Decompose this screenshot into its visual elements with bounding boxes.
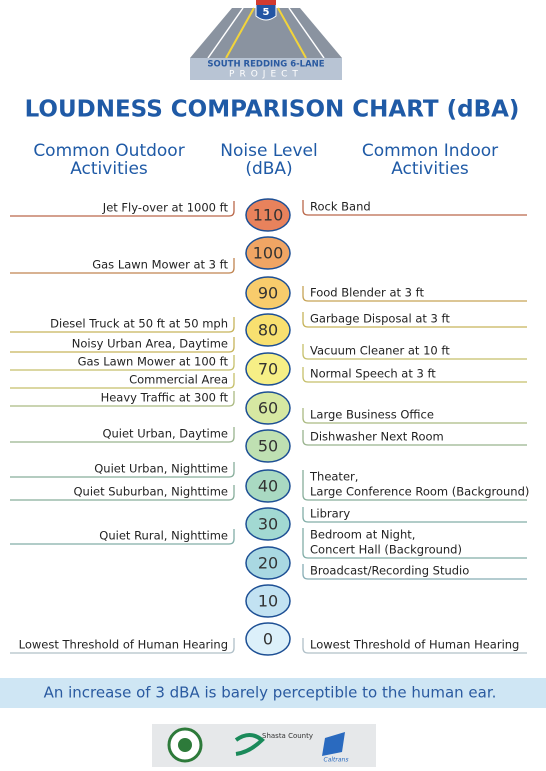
outdoor-activity: Commercial Area	[129, 373, 228, 387]
outdoor-underline	[10, 258, 235, 274]
outdoor-activity: Gas Lawn Mower at 100 ft	[78, 355, 229, 369]
level-value: 20	[258, 554, 278, 573]
indoor-underline	[302, 312, 527, 328]
outdoor-activity: Quiet Urban, Daytime	[102, 427, 228, 441]
shield-number: 5	[263, 7, 270, 18]
title: LOUDNESS COMPARISON CHART (dBA)	[25, 97, 520, 123]
outdoor-underline	[10, 317, 235, 333]
outdoor-underline	[10, 355, 235, 371]
level-circle	[245, 584, 291, 618]
level-circle	[245, 469, 291, 503]
outdoor-activity: Quiet Suburban, Nighttime	[73, 485, 228, 499]
indoor-underline	[302, 528, 527, 559]
level-circle	[245, 507, 291, 541]
outdoor-activity: Jet Fly-over at 1000 ft	[102, 201, 229, 215]
indoor-activity: Lowest Threshold of Human Hearing	[310, 638, 519, 652]
level-circle	[245, 236, 291, 270]
level-value: 30	[258, 515, 278, 534]
level-value: 0	[263, 630, 273, 649]
level-value: 100	[253, 244, 284, 263]
outdoor-underline	[10, 391, 235, 407]
indoor-activity: Vacuum Cleaner at 10 ft	[310, 344, 450, 358]
logo-line2: PROJECT	[229, 70, 303, 80]
indoor-activity: Large Conference Room (Background)	[310, 485, 529, 499]
indoor-underline	[302, 470, 527, 501]
indoor-activity: Rock Band	[310, 200, 371, 214]
column-header: Activities	[391, 159, 469, 179]
indoor-underline	[302, 408, 527, 424]
column-header: (dBA)	[245, 159, 292, 179]
level-value: 80	[258, 321, 278, 340]
indoor-activity: Theater,	[309, 470, 358, 484]
indoor-underline	[302, 430, 527, 446]
indoor-activity: Garbage Disposal at 3 ft	[310, 312, 450, 326]
outdoor-underline	[10, 427, 235, 443]
level-circle	[245, 313, 291, 347]
level-value: 60	[258, 399, 278, 418]
outdoor-underline	[10, 337, 235, 353]
outdoor-activity: Gas Lawn Mower at 3 ft	[92, 258, 228, 272]
level-value: 90	[258, 284, 278, 303]
level-circle	[245, 546, 291, 580]
indoor-activity: Broadcast/Recording Studio	[310, 564, 469, 578]
level-circle	[245, 622, 291, 656]
column-header: Activities	[70, 159, 148, 179]
indoor-activity: Food Blender at 3 ft	[310, 286, 424, 300]
indoor-underline	[302, 200, 527, 216]
indoor-underline	[302, 367, 527, 383]
note: An increase of 3 dBA is barely perceptib…	[44, 684, 497, 702]
indoor-underline	[302, 344, 527, 360]
level-circle	[245, 391, 291, 425]
indoor-activity: Library	[310, 507, 350, 521]
outdoor-underline	[10, 462, 235, 478]
level-circle	[245, 352, 291, 386]
outdoor-underline	[10, 638, 235, 654]
outdoor-underline	[10, 373, 235, 389]
level-circle	[245, 276, 291, 310]
outdoor-activity: Heavy Traffic at 300 ft	[101, 391, 229, 405]
outdoor-activity: Lowest Threshold of Human Hearing	[19, 638, 228, 652]
indoor-activity: Bedroom at Night,	[310, 528, 415, 542]
partner-logos: Shasta County Caltrans	[152, 724, 376, 767]
note-band	[0, 678, 546, 708]
outdoor-activity: Noisy Urban Area, Daytime	[72, 337, 228, 351]
level-circle	[245, 429, 291, 463]
outdoor-activity: Quiet Urban, Nighttime	[94, 462, 228, 476]
indoor-activity: Large Business Office	[310, 408, 434, 422]
level-value: 40	[258, 477, 278, 496]
outdoor-underline	[10, 529, 235, 545]
outdoor-underline	[10, 485, 235, 501]
indoor-underline	[302, 564, 527, 580]
indoor-activity: Concert Hall (Background)	[310, 543, 462, 557]
level-value: 50	[258, 437, 278, 456]
outdoor-underline	[10, 201, 235, 217]
project-logo: 5 SOUTH REDDING 6-LANE PROJECT	[190, 0, 342, 80]
county-logo: Shasta County	[262, 732, 313, 740]
indoor-activity: Dishwasher Next Room	[310, 430, 444, 444]
indoor-underline	[302, 286, 527, 302]
outdoor-activity: Diesel Truck at 50 ft at 50 mph	[50, 317, 228, 331]
indoor-underline	[302, 638, 527, 654]
level-value: 110	[253, 206, 284, 225]
indoor-activity: Normal Speech at 3 ft	[310, 367, 436, 381]
logo-line1: SOUTH REDDING 6-LANE	[207, 60, 324, 70]
indoor-underline	[302, 507, 527, 523]
column-header: Common Outdoor	[33, 141, 184, 161]
caltrans-logo: Caltrans	[324, 757, 349, 764]
outdoor-activity: Quiet Rural, Nighttime	[99, 529, 228, 543]
level-circle	[245, 198, 291, 232]
level-value: 10	[258, 592, 278, 611]
column-header: Common Indoor	[362, 141, 498, 161]
level-value: 70	[258, 360, 278, 379]
column-header: Noise Level	[220, 141, 317, 161]
